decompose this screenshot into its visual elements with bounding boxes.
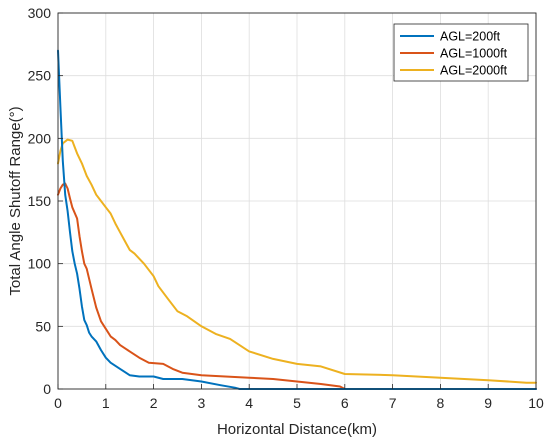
x-axis-label: Horizontal Distance(km) [217, 421, 377, 438]
y-tick-label: 200 [28, 130, 52, 146]
legend-label: AGL=1000ft [440, 47, 508, 61]
y-tick-label: 150 [28, 193, 52, 209]
series-line-agl-200ft [57, 49, 537, 390]
series-lines [57, 49, 537, 390]
x-tick-label: 6 [341, 395, 349, 411]
x-tick-label: 10 [528, 395, 544, 411]
x-tick-label: 3 [198, 395, 206, 411]
y-tick-label: 0 [43, 381, 51, 397]
x-tick-label: 1 [102, 395, 110, 411]
x-tick-label: 2 [150, 395, 158, 411]
legend: AGL=200ft AGL=1000ft AGL=2000ft [393, 23, 529, 82]
x-tick-label: 9 [484, 395, 492, 411]
y-tick-label: 250 [28, 68, 52, 84]
y-tick-label: 300 [28, 5, 52, 21]
series-line-agl-1000ft [57, 182, 537, 390]
series-line-agl-2000ft [57, 138, 537, 384]
y-tick-label: 100 [28, 256, 52, 272]
x-tick-label: 8 [437, 395, 445, 411]
legend-label: AGL=200ft [440, 30, 501, 44]
x-tick-label: 0 [54, 395, 62, 411]
y-tick-label: 50 [35, 318, 51, 334]
x-tick-label: 7 [389, 395, 397, 411]
x-tick-label: 5 [293, 395, 301, 411]
x-tick-label: 4 [245, 395, 253, 411]
legend-label: AGL=2000ft [440, 64, 508, 78]
y-axis-label: Total Angle Shutoff Range(°) [7, 106, 24, 295]
